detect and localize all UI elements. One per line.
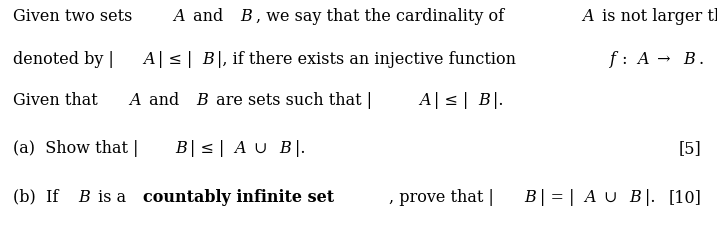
- Text: A: A: [419, 91, 430, 109]
- Text: B: B: [175, 139, 186, 156]
- Text: | ≤ |: | ≤ |: [434, 91, 468, 109]
- Text: B: B: [630, 188, 641, 205]
- Text: Given that: Given that: [13, 91, 103, 109]
- Text: denoted by |: denoted by |: [13, 51, 114, 68]
- Text: |.: |.: [645, 188, 655, 205]
- Text: B: B: [478, 91, 490, 109]
- Text: | ≤ |: | ≤ |: [190, 139, 224, 156]
- Text: ∪: ∪: [250, 139, 273, 156]
- Text: is a: is a: [93, 188, 131, 205]
- Text: and: and: [143, 91, 184, 109]
- Text: | = |: | = |: [540, 188, 574, 205]
- Text: (b)  If: (b) If: [13, 188, 63, 205]
- Text: A: A: [174, 7, 185, 25]
- Text: are sets such that |: are sets such that |: [211, 91, 372, 109]
- Text: A: A: [143, 51, 155, 68]
- Text: A: A: [582, 7, 594, 25]
- Text: | ≤ |: | ≤ |: [158, 51, 192, 68]
- Text: |, if there exists an injective function: |, if there exists an injective function: [217, 51, 521, 68]
- Text: B: B: [202, 51, 214, 68]
- Text: B: B: [683, 51, 695, 68]
- Text: :: :: [617, 51, 633, 68]
- Text: →: →: [652, 51, 676, 68]
- Text: |.: |.: [295, 139, 305, 156]
- Text: ∪: ∪: [599, 188, 622, 205]
- Text: .: .: [698, 51, 703, 68]
- Text: (a)  Show that |: (a) Show that |: [13, 139, 138, 156]
- Text: , prove that |: , prove that |: [389, 188, 494, 205]
- Text: A: A: [584, 188, 596, 205]
- Text: A: A: [637, 51, 649, 68]
- Text: A: A: [129, 91, 141, 109]
- Text: A: A: [234, 139, 246, 156]
- Text: f: f: [610, 51, 616, 68]
- Text: and: and: [189, 7, 229, 25]
- Text: [10]: [10]: [668, 188, 701, 205]
- Text: B: B: [78, 188, 90, 205]
- Text: is not larger than the cardinality of: is not larger than the cardinality of: [597, 7, 717, 25]
- Text: countably infinite set: countably infinite set: [143, 188, 333, 205]
- Text: [5]: [5]: [678, 139, 701, 156]
- Text: B: B: [196, 91, 207, 109]
- Text: Given two sets: Given two sets: [13, 7, 138, 25]
- Text: B: B: [240, 7, 252, 25]
- Text: , we say that the cardinality of: , we say that the cardinality of: [256, 7, 509, 25]
- Text: |.: |.: [493, 91, 504, 109]
- Text: B: B: [280, 139, 291, 156]
- Text: B: B: [525, 188, 536, 205]
